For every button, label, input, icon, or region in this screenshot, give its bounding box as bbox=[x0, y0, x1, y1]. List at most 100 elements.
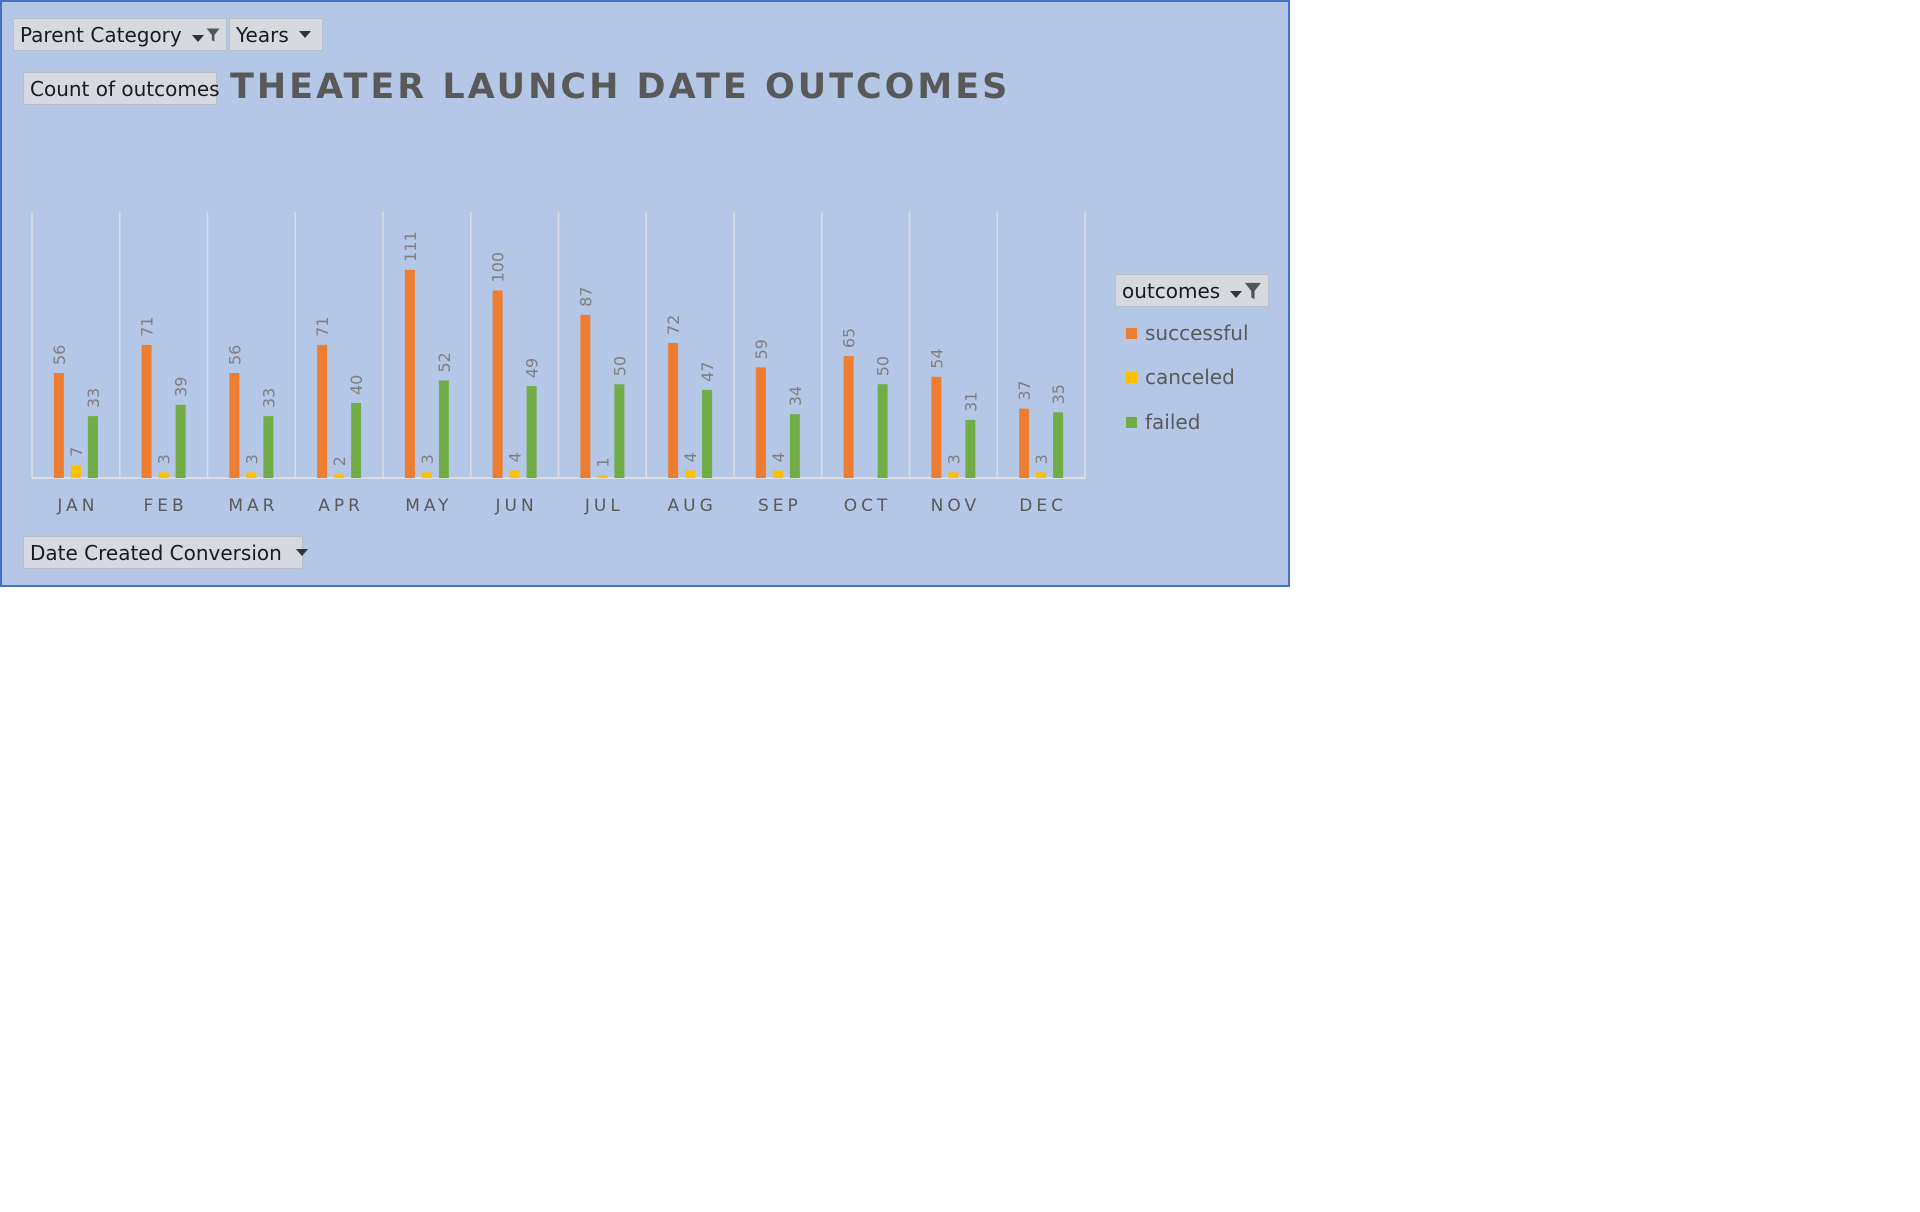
x-tick-label-mar: MAR bbox=[228, 496, 278, 516]
data-label-successful-sep: 59 bbox=[752, 339, 771, 359]
data-label-successful-dec: 37 bbox=[1015, 380, 1034, 400]
x-tick-label-feb: FEB bbox=[144, 496, 188, 516]
bar-failed-nov bbox=[965, 419, 976, 478]
chevron-down-icon bbox=[191, 35, 204, 42]
legend-label-failed: failed bbox=[1145, 410, 1201, 434]
data-label-canceled-mar: 3 bbox=[242, 454, 261, 464]
data-label-failed-jan: 33 bbox=[84, 388, 103, 408]
legend-swatch-failed bbox=[1126, 416, 1137, 428]
bar-successful-jul bbox=[580, 314, 591, 478]
data-label-successful-feb: 71 bbox=[138, 317, 157, 337]
filter-icon bbox=[1245, 282, 1262, 299]
legend-field-label: outcomes bbox=[1122, 278, 1221, 303]
data-label-canceled-apr: 2 bbox=[330, 456, 349, 466]
bar-canceled-jul bbox=[597, 475, 608, 478]
bar-successful-apr bbox=[317, 344, 328, 478]
pivot-chart: Parent Category Years Count of outcomes … bbox=[0, 0, 1290, 587]
legend-item-failed[interactable]: failed bbox=[1126, 410, 1200, 434]
chart-title: THEATER LAUNCH DATE OUTCOMES bbox=[230, 67, 1011, 107]
bar-canceled-may bbox=[421, 472, 432, 478]
data-label-canceled-sep: 4 bbox=[769, 452, 788, 462]
data-label-canceled-may: 3 bbox=[418, 454, 437, 464]
bar-successful-aug bbox=[668, 342, 679, 478]
bar-successful-jan bbox=[53, 372, 64, 478]
data-label-successful-aug: 72 bbox=[664, 315, 683, 335]
legend-field-button[interactable]: outcomes bbox=[1115, 274, 1269, 307]
x-tick-label-apr: APR bbox=[318, 496, 364, 516]
x-tick-label-aug: AUG bbox=[668, 496, 717, 516]
data-label-canceled-jun: 4 bbox=[506, 452, 525, 462]
legend-label-successful: successful bbox=[1145, 321, 1249, 345]
data-label-failed-apr: 40 bbox=[347, 375, 366, 395]
data-label-canceled-jul: 1 bbox=[593, 457, 612, 467]
data-label-failed-jun: 49 bbox=[523, 358, 542, 378]
data-label-failed-may: 52 bbox=[435, 352, 454, 372]
bar-canceled-apr bbox=[334, 474, 345, 478]
bar-canceled-jan bbox=[70, 464, 81, 478]
data-label-failed-sep: 34 bbox=[786, 386, 805, 406]
data-label-canceled-feb: 3 bbox=[155, 454, 174, 464]
bar-failed-feb bbox=[175, 404, 186, 478]
data-label-canceled-dec: 3 bbox=[1032, 454, 1051, 464]
bar-canceled-jun bbox=[509, 470, 520, 478]
data-label-failed-oct: 50 bbox=[874, 356, 893, 376]
bar-failed-mar bbox=[263, 416, 274, 478]
data-label-successful-jun: 100 bbox=[489, 252, 508, 283]
legend-item-canceled[interactable]: canceled bbox=[1126, 365, 1235, 389]
bar-successful-sep bbox=[755, 367, 766, 478]
data-label-successful-jan: 56 bbox=[50, 345, 69, 365]
bar-successful-may bbox=[404, 269, 415, 478]
bar-successful-jun bbox=[492, 290, 503, 478]
bar-failed-dec bbox=[1053, 412, 1064, 478]
data-label-successful-nov: 54 bbox=[927, 348, 946, 368]
legend-item-successful[interactable]: successful bbox=[1126, 321, 1249, 345]
data-label-failed-mar: 33 bbox=[259, 388, 278, 408]
legend-label-canceled: canceled bbox=[1145, 365, 1235, 389]
chevron-down-icon bbox=[298, 31, 311, 38]
bar-canceled-aug bbox=[685, 470, 696, 478]
data-label-canceled-nov: 3 bbox=[944, 454, 963, 464]
x-tick-label-sep: SEP bbox=[758, 496, 802, 516]
data-label-successful-oct: 65 bbox=[840, 328, 859, 348]
bar-successful-dec bbox=[1019, 408, 1030, 478]
x-tick-label-dec: DEC bbox=[1019, 496, 1067, 516]
x-tick-label-jun: JUN bbox=[495, 496, 538, 516]
years-label: Years bbox=[236, 22, 289, 47]
bar-successful-mar bbox=[229, 372, 240, 478]
plot-area: 56733JAN71339FEB56333MAR71240APR111352MA… bbox=[31, 212, 1086, 516]
bar-failed-sep bbox=[789, 414, 800, 478]
legend-swatch-successful bbox=[1126, 327, 1137, 339]
chevron-down-icon bbox=[295, 549, 308, 556]
bar-canceled-mar bbox=[246, 472, 257, 478]
axis-field-button[interactable]: Date Created Conversion bbox=[23, 536, 308, 569]
bar-failed-jul bbox=[614, 384, 625, 478]
filter-icon bbox=[206, 28, 220, 41]
bar-canceled-sep bbox=[772, 470, 783, 478]
bar-failed-jun bbox=[526, 386, 537, 478]
x-tick-label-jul: JUL bbox=[584, 496, 624, 516]
data-label-failed-feb: 39 bbox=[172, 377, 191, 397]
years-filter-button[interactable]: Years bbox=[229, 18, 323, 51]
values-field-label: Count of outcomes bbox=[30, 76, 220, 101]
bar-failed-oct bbox=[877, 384, 888, 478]
data-label-successful-mar: 56 bbox=[225, 345, 244, 365]
x-tick-label-jan: JAN bbox=[56, 496, 98, 516]
axis-field-label: Date Created Conversion bbox=[30, 540, 282, 565]
bar-failed-may bbox=[438, 380, 449, 478]
data-label-successful-jul: 87 bbox=[576, 287, 595, 307]
x-tick-label-oct: OCT bbox=[844, 496, 892, 516]
parent-category-filter-button[interactable]: Parent Category bbox=[13, 18, 227, 51]
bar-canceled-dec bbox=[1036, 472, 1047, 478]
data-label-failed-aug: 47 bbox=[698, 362, 717, 382]
chevron-down-icon bbox=[1230, 291, 1243, 298]
legend-swatch-canceled bbox=[1126, 371, 1137, 383]
x-tick-label-nov: NOV bbox=[931, 496, 980, 516]
data-label-successful-apr: 71 bbox=[313, 317, 332, 337]
bar-successful-oct bbox=[843, 356, 854, 478]
data-label-successful-may: 111 bbox=[401, 231, 420, 262]
parent-category-label: Parent Category bbox=[20, 22, 182, 47]
bar-canceled-feb bbox=[158, 472, 169, 478]
x-tick-label-may: MAY bbox=[405, 496, 452, 516]
data-label-failed-jul: 50 bbox=[610, 356, 629, 376]
values-field-button[interactable]: Count of outcomes bbox=[23, 72, 220, 105]
